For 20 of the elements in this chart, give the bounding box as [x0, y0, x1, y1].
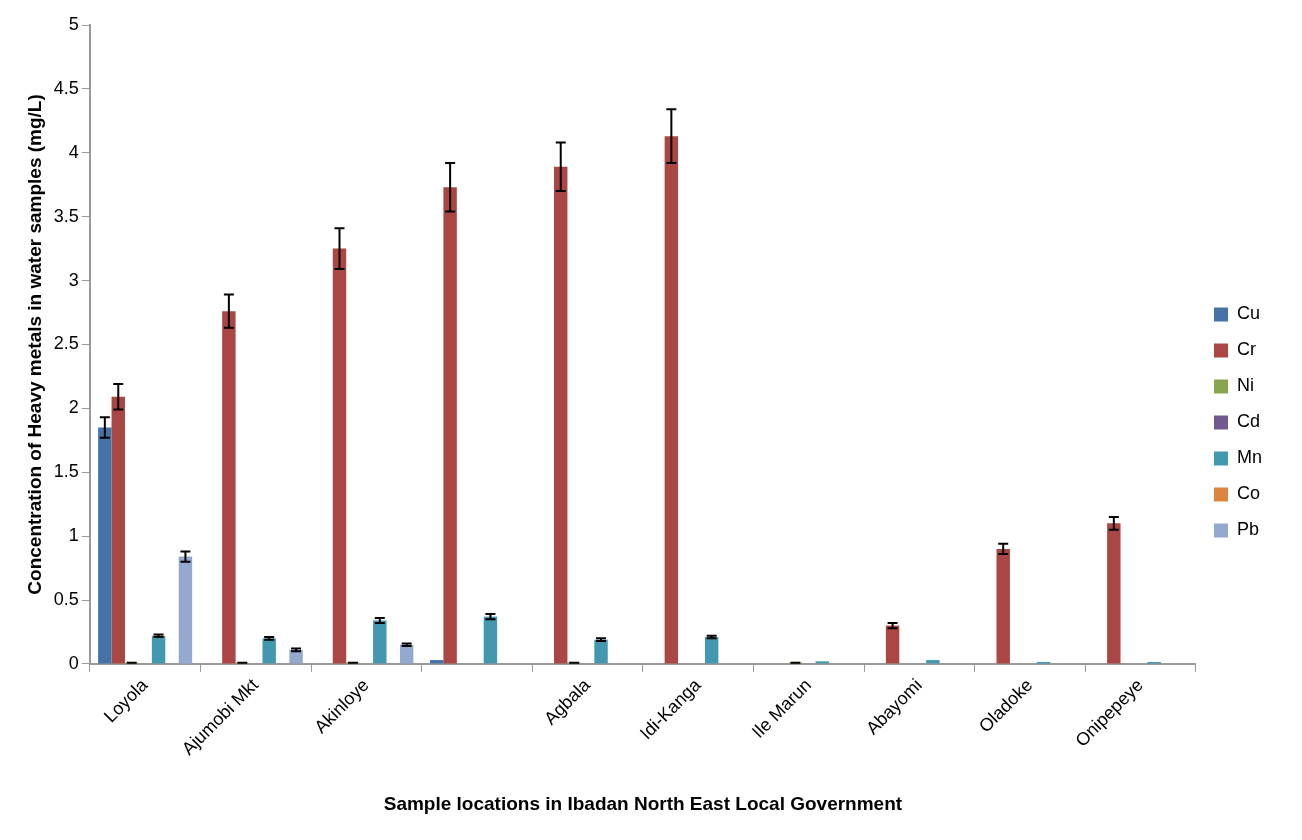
y-tick-label: 0	[68, 652, 79, 673]
y-tick-label: 2.5	[53, 333, 79, 354]
legend-label: Mn	[1237, 447, 1263, 468]
legend-label: Cr	[1237, 339, 1256, 360]
y-tick-label: 0.5	[53, 588, 79, 609]
y-tick-label: 4	[68, 141, 79, 162]
y-tick-label: 2	[68, 397, 79, 418]
legend-label: Co	[1237, 483, 1261, 504]
y-axis-title: Concentration of Heavy metals in water samples (mg/L)	[23, 94, 45, 595]
y-tick-label: 3.5	[53, 205, 79, 226]
legend-label: Cd	[1237, 411, 1261, 432]
x-axis-title: Sample locations in Ibadan North East Local Government	[383, 792, 903, 814]
legend-label: Cu	[1237, 303, 1261, 324]
legend-label: Pb	[1237, 519, 1260, 540]
y-tick-label: 1	[68, 525, 79, 546]
y-tick-label: 1.5	[53, 461, 79, 482]
y-tick-label: 4.5	[53, 77, 79, 98]
y-tick-label: 3	[68, 269, 79, 290]
legend-label: Ni	[1237, 375, 1254, 396]
y-tick-label: 5	[68, 13, 79, 34]
